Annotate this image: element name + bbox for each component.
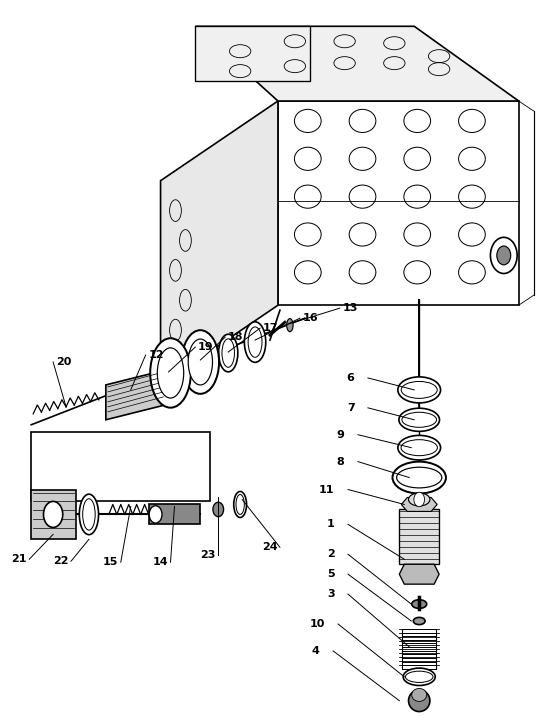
Text: 9: 9 — [337, 430, 345, 440]
Text: 1: 1 — [327, 519, 335, 529]
Text: 24: 24 — [262, 542, 277, 552]
Text: 22: 22 — [53, 556, 68, 566]
Ellipse shape — [405, 671, 433, 682]
Circle shape — [213, 502, 223, 517]
Ellipse shape — [244, 322, 266, 362]
Circle shape — [414, 492, 425, 507]
Ellipse shape — [409, 493, 430, 506]
Polygon shape — [149, 505, 200, 524]
Polygon shape — [106, 370, 165, 420]
Polygon shape — [195, 26, 310, 81]
Ellipse shape — [248, 327, 262, 357]
Ellipse shape — [182, 330, 219, 393]
Polygon shape — [31, 432, 211, 502]
Text: 12: 12 — [148, 350, 164, 360]
Ellipse shape — [157, 348, 184, 398]
Ellipse shape — [401, 440, 438, 456]
Text: 16: 16 — [302, 313, 318, 323]
Ellipse shape — [79, 494, 99, 534]
Ellipse shape — [399, 408, 439, 431]
Ellipse shape — [188, 339, 213, 385]
Text: 19: 19 — [198, 342, 214, 352]
Polygon shape — [400, 510, 439, 564]
Ellipse shape — [236, 494, 244, 515]
Text: 10: 10 — [309, 619, 325, 629]
Polygon shape — [161, 101, 278, 385]
Text: 7: 7 — [347, 403, 354, 413]
Text: 23: 23 — [200, 550, 215, 560]
Ellipse shape — [403, 668, 436, 685]
Ellipse shape — [398, 377, 440, 403]
Ellipse shape — [222, 339, 235, 367]
Ellipse shape — [412, 600, 427, 608]
Text: 21: 21 — [11, 554, 26, 564]
Polygon shape — [400, 564, 439, 584]
Text: 3: 3 — [327, 589, 335, 599]
Circle shape — [149, 506, 162, 523]
Text: 15: 15 — [103, 558, 118, 567]
Ellipse shape — [413, 617, 425, 624]
Ellipse shape — [83, 499, 95, 530]
Ellipse shape — [393, 462, 446, 494]
Ellipse shape — [287, 319, 293, 332]
Text: 17: 17 — [263, 323, 278, 333]
Text: 11: 11 — [319, 484, 335, 494]
Text: 8: 8 — [337, 457, 345, 467]
Ellipse shape — [150, 338, 191, 408]
Ellipse shape — [401, 381, 437, 399]
Text: 5: 5 — [327, 569, 335, 579]
Ellipse shape — [398, 436, 440, 460]
Text: 14: 14 — [152, 558, 168, 567]
Ellipse shape — [409, 690, 430, 711]
Ellipse shape — [234, 492, 246, 518]
Circle shape — [43, 502, 63, 527]
Circle shape — [490, 237, 517, 274]
Text: 13: 13 — [342, 303, 358, 313]
Text: 4: 4 — [312, 646, 320, 656]
Polygon shape — [278, 101, 519, 305]
Circle shape — [497, 246, 511, 265]
Ellipse shape — [412, 688, 427, 701]
Text: 18: 18 — [228, 332, 243, 342]
Polygon shape — [195, 26, 519, 101]
Text: 2: 2 — [327, 550, 335, 559]
Ellipse shape — [402, 412, 437, 428]
Text: 6: 6 — [347, 373, 354, 383]
Polygon shape — [401, 497, 437, 511]
Ellipse shape — [397, 468, 442, 488]
Ellipse shape — [219, 334, 238, 372]
Polygon shape — [31, 489, 76, 539]
Text: 20: 20 — [56, 357, 71, 367]
